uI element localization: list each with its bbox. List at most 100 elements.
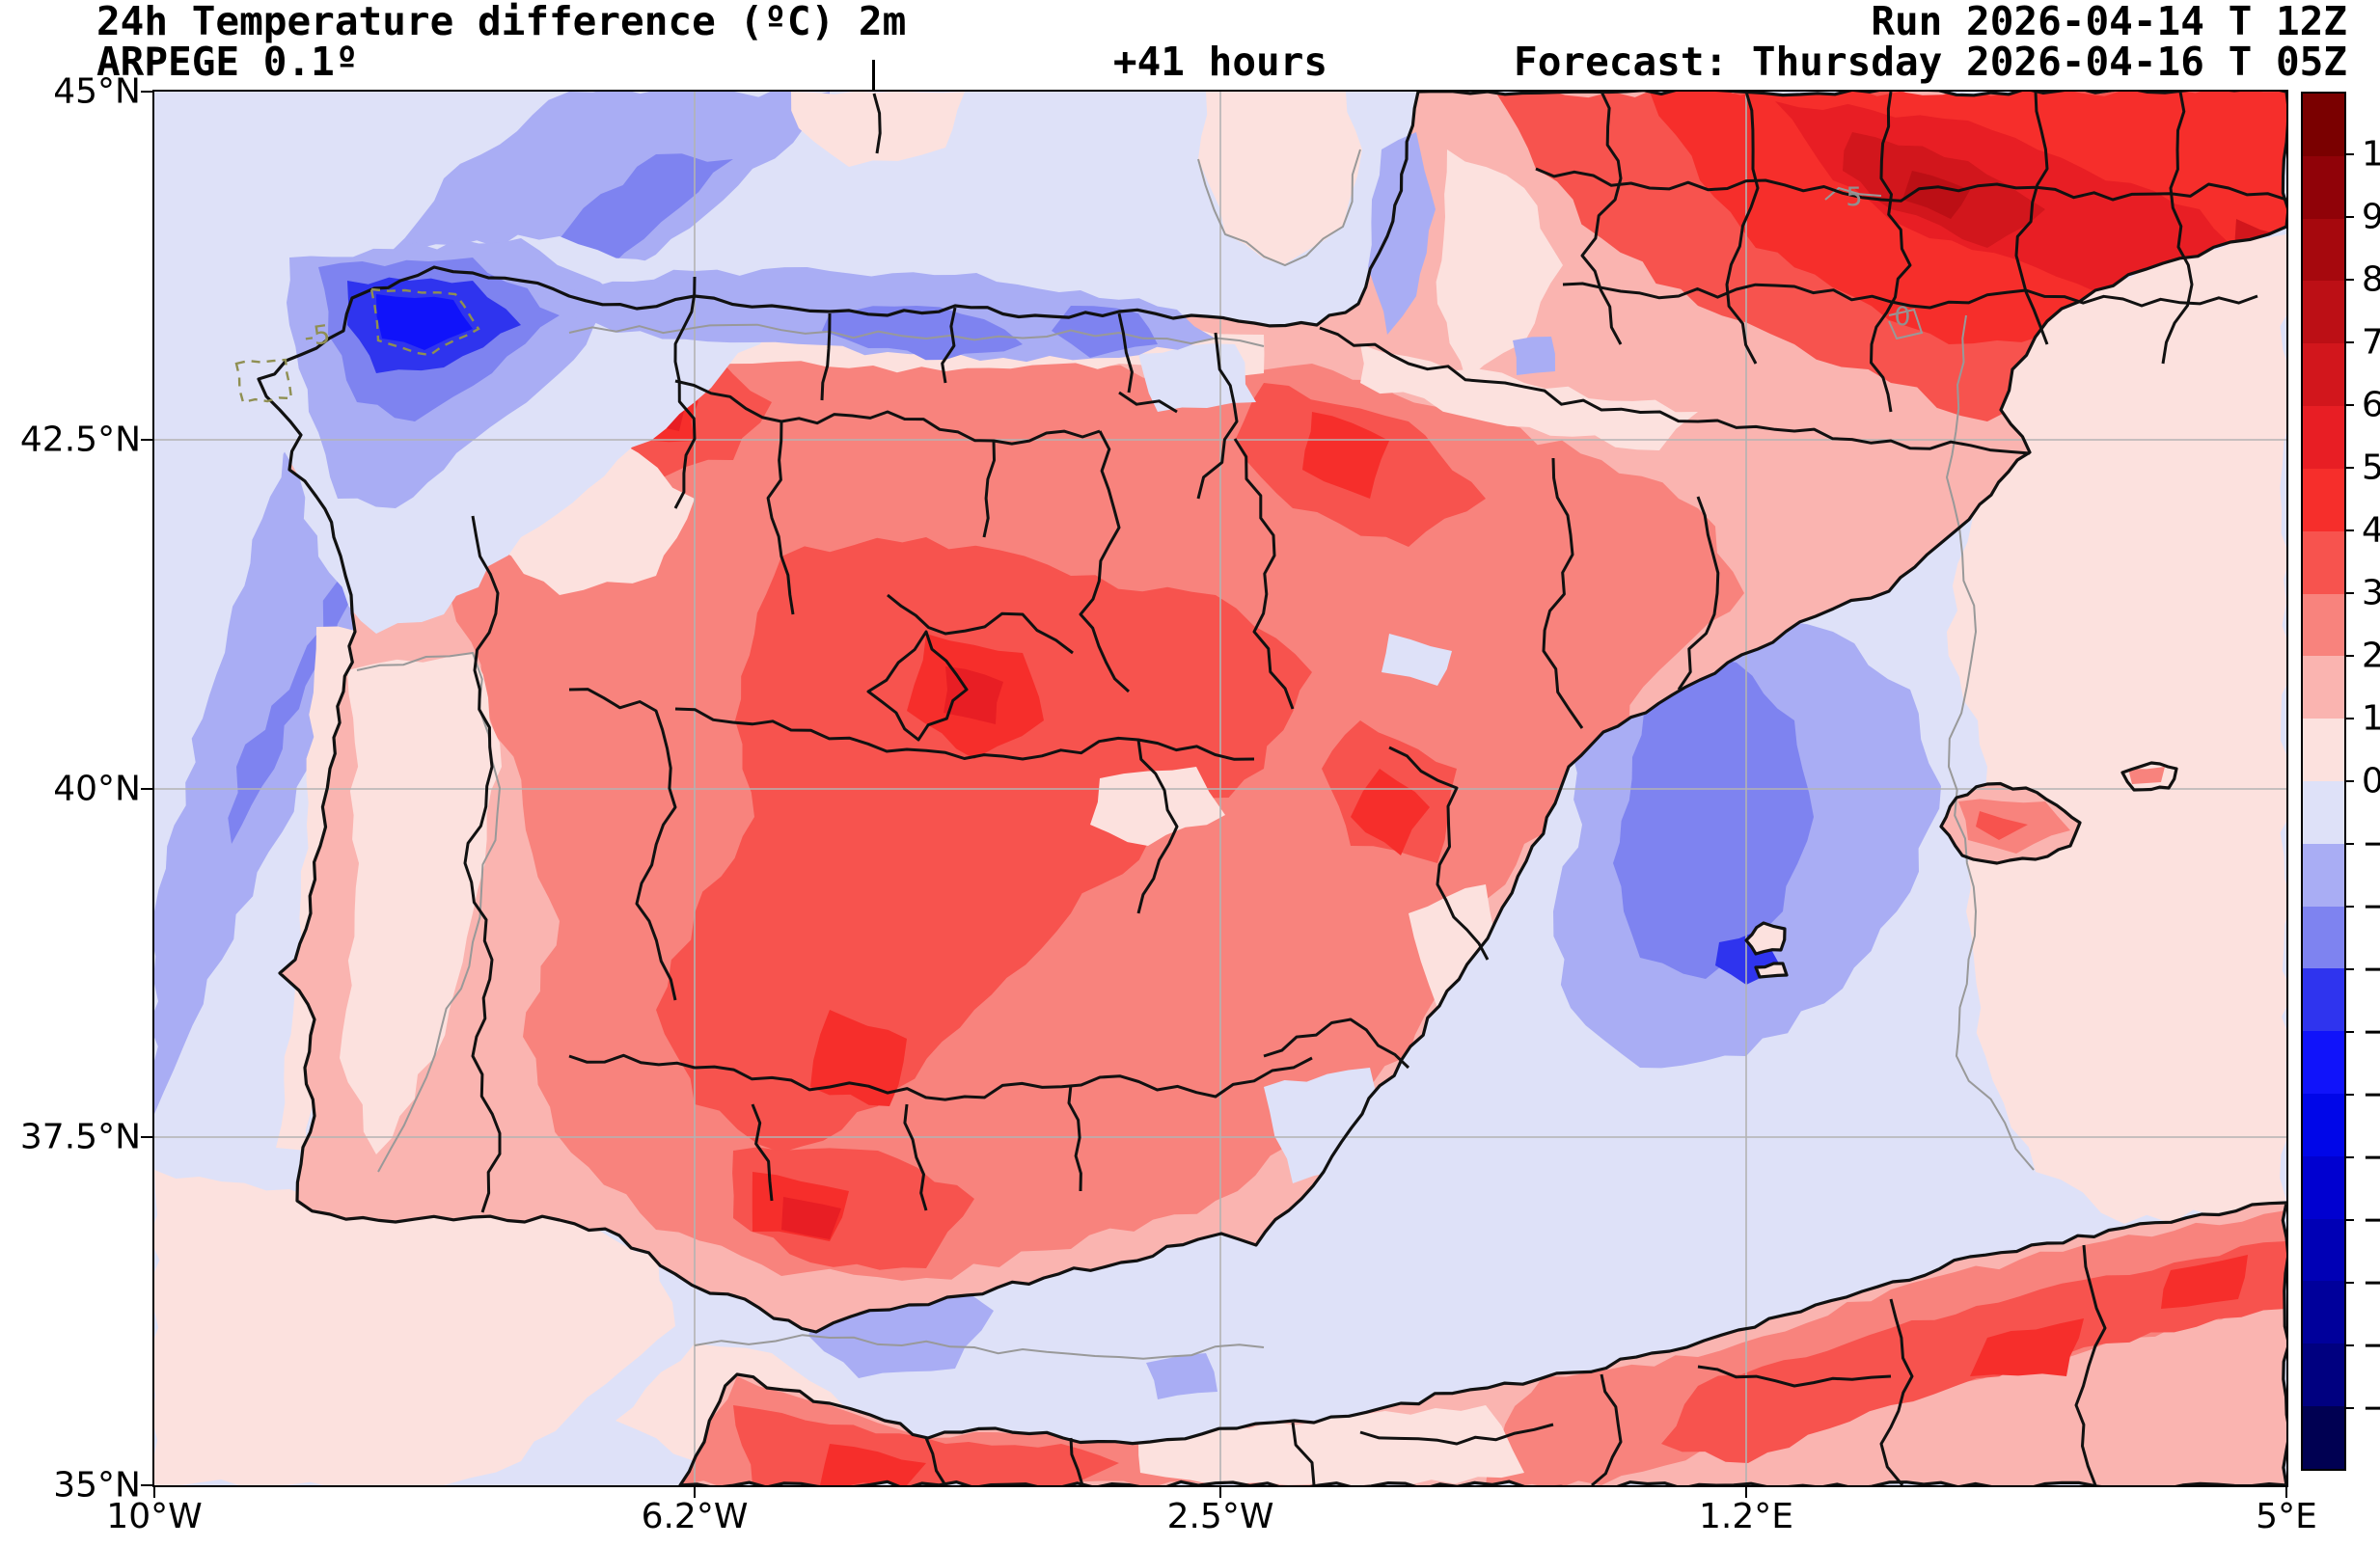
colorbar-segment (2303, 593, 2344, 657)
x-tick-label: 1.2°E (1699, 1497, 1793, 1536)
colorbar-segment (2303, 530, 2344, 594)
colorbar-tick-label: 8 (2362, 259, 2380, 300)
colorbar-segment (2303, 906, 2344, 969)
colorbar-tick-mark (2344, 153, 2354, 155)
colorbar-segment (2303, 719, 2344, 781)
x-tick-mark (152, 1486, 156, 1498)
colorbar-tick-mark (2344, 780, 2354, 782)
map-plot: -5 5 0 (152, 90, 2288, 1487)
colorbar-segment (2303, 1281, 2344, 1344)
y-tick-label: 37.5°N (19, 1117, 141, 1157)
colorbar-tick-mark (2344, 592, 2354, 594)
run-label: Run 2026-04-14 T 12Z (1871, 0, 2347, 44)
colorbar-tick-mark (2344, 529, 2354, 531)
colorbar-tick-mark (2344, 1219, 2354, 1221)
y-tick-mark (141, 438, 152, 442)
coastal-cooling-overlays (245, 132, 1555, 634)
colorbar-tick-label: 10 (2362, 134, 2380, 175)
colorbar (2301, 92, 2346, 1471)
colorbar-segment (2303, 218, 2344, 282)
lead-time-label: +41 hours (1112, 39, 1328, 85)
contour-label: 0 (1894, 302, 1910, 332)
y-tick-mark (141, 90, 152, 94)
colorbar-segment (2303, 468, 2344, 531)
colorbar-tick-label: −3 (2362, 949, 2380, 990)
map-canvas: -5 5 0 (154, 92, 2286, 1485)
colorbar-tick-label: −2 (2362, 886, 2380, 927)
x-tick-mark (2284, 1486, 2288, 1498)
zero-contour-lines (356, 149, 2035, 1360)
x-tick-mark (1744, 1486, 1748, 1498)
colorbar-segment (2303, 1343, 2344, 1407)
x-tick-mark (693, 1486, 697, 1498)
colorbar-tick-label: −8 (2362, 1262, 2380, 1303)
figure-title: 24h Temperature difference (ºC) 2m (96, 0, 907, 44)
colorbar-tick-label: −6 (2362, 1137, 2380, 1178)
colorbar-tick-mark (2344, 404, 2354, 406)
colorbar-tick-mark (2344, 279, 2354, 281)
colorbar-tick-mark (2344, 1407, 2354, 1409)
colorbar-segment (2303, 281, 2344, 344)
stray-boundary-mark (872, 60, 875, 92)
colorbar-tick-label: −1 (2362, 824, 2380, 864)
x-tick-label: 10°W (106, 1497, 203, 1536)
model-label: ARPEGE 0.1º (96, 39, 359, 85)
colorbar-tick-mark (2344, 467, 2354, 469)
y-tick-label: 42.5°N (19, 420, 141, 460)
colorbar-tick-label: −9 (2362, 1325, 2380, 1366)
coastlines (257, 92, 2286, 1485)
colorbar-segment (2303, 780, 2344, 844)
colorbar-tick-label: 0 (2362, 761, 2380, 801)
colorbar-tick-label: 4 (2362, 510, 2380, 551)
contour-label: 5 (1846, 182, 1862, 212)
colorbar-segment (2303, 343, 2344, 407)
x-tick-mark (1218, 1486, 1222, 1498)
y-tick-label: 40°N (53, 769, 141, 809)
colorbar-tick-label: −10 (2362, 1388, 2380, 1428)
colorbar-tick-mark (2344, 718, 2354, 719)
colorbar-tick-mark (2344, 1031, 2354, 1033)
colorbar-tick-label: −7 (2362, 1200, 2380, 1240)
colorbar-tick-label: 2 (2362, 636, 2380, 676)
y-tick-label: 45°N (53, 71, 141, 112)
x-tick-label: 5°E (2256, 1497, 2317, 1536)
colorbar-segment (2303, 1155, 2344, 1219)
gridlines (154, 92, 2286, 1485)
colorbar-tick-mark (2344, 1094, 2354, 1096)
negative-contour-dashed (234, 287, 480, 404)
colorbar-segment (2303, 155, 2344, 219)
contour-value-labels: -5 5 0 (302, 182, 1910, 353)
colorbar-segment (2303, 1406, 2344, 1469)
contour-label: -5 (302, 319, 332, 352)
y-tick-mark (141, 787, 152, 791)
colorbar-segment (2303, 406, 2344, 469)
y-tick-label: 35°N (53, 1465, 141, 1506)
colorbar-tick-mark (2344, 1282, 2354, 1284)
colorbar-tick-mark (2344, 906, 2354, 908)
colorbar-segment (2303, 1031, 2344, 1094)
y-tick-mark (141, 1135, 152, 1139)
colorbar-tick-label: 6 (2362, 385, 2380, 425)
colorbar-segment (2303, 1218, 2344, 1282)
colorbar-tick-label: 5 (2362, 448, 2380, 488)
colorbar-tick-label: 7 (2362, 322, 2380, 363)
forecast-label: Forecast: Thursday 2026-04-16 T 05Z (1514, 39, 2347, 85)
colorbar-segment (2303, 843, 2344, 907)
colorbar-tick-mark (2344, 341, 2354, 343)
colorbar-tick-label: −5 (2362, 1074, 2380, 1115)
colorbar-tick-mark (2344, 1344, 2354, 1346)
colorbar-tick-label: 9 (2362, 197, 2380, 237)
y-tick-mark (141, 1483, 152, 1487)
colorbar-segment (2303, 94, 2344, 156)
colorbar-tick-mark (2344, 843, 2354, 845)
colorbar-tick-mark (2344, 1156, 2354, 1158)
colorbar-segment (2303, 968, 2344, 1032)
colorbar-tick-mark (2344, 968, 2354, 970)
colorbar-tick-label: 1 (2362, 698, 2380, 739)
colorbar-segment (2303, 1094, 2344, 1156)
colorbar-tick-label: 3 (2362, 573, 2380, 613)
x-tick-label: 2.5°W (1166, 1497, 1274, 1536)
colorbar-tick-mark (2344, 655, 2354, 657)
colorbar-segment (2303, 656, 2344, 719)
